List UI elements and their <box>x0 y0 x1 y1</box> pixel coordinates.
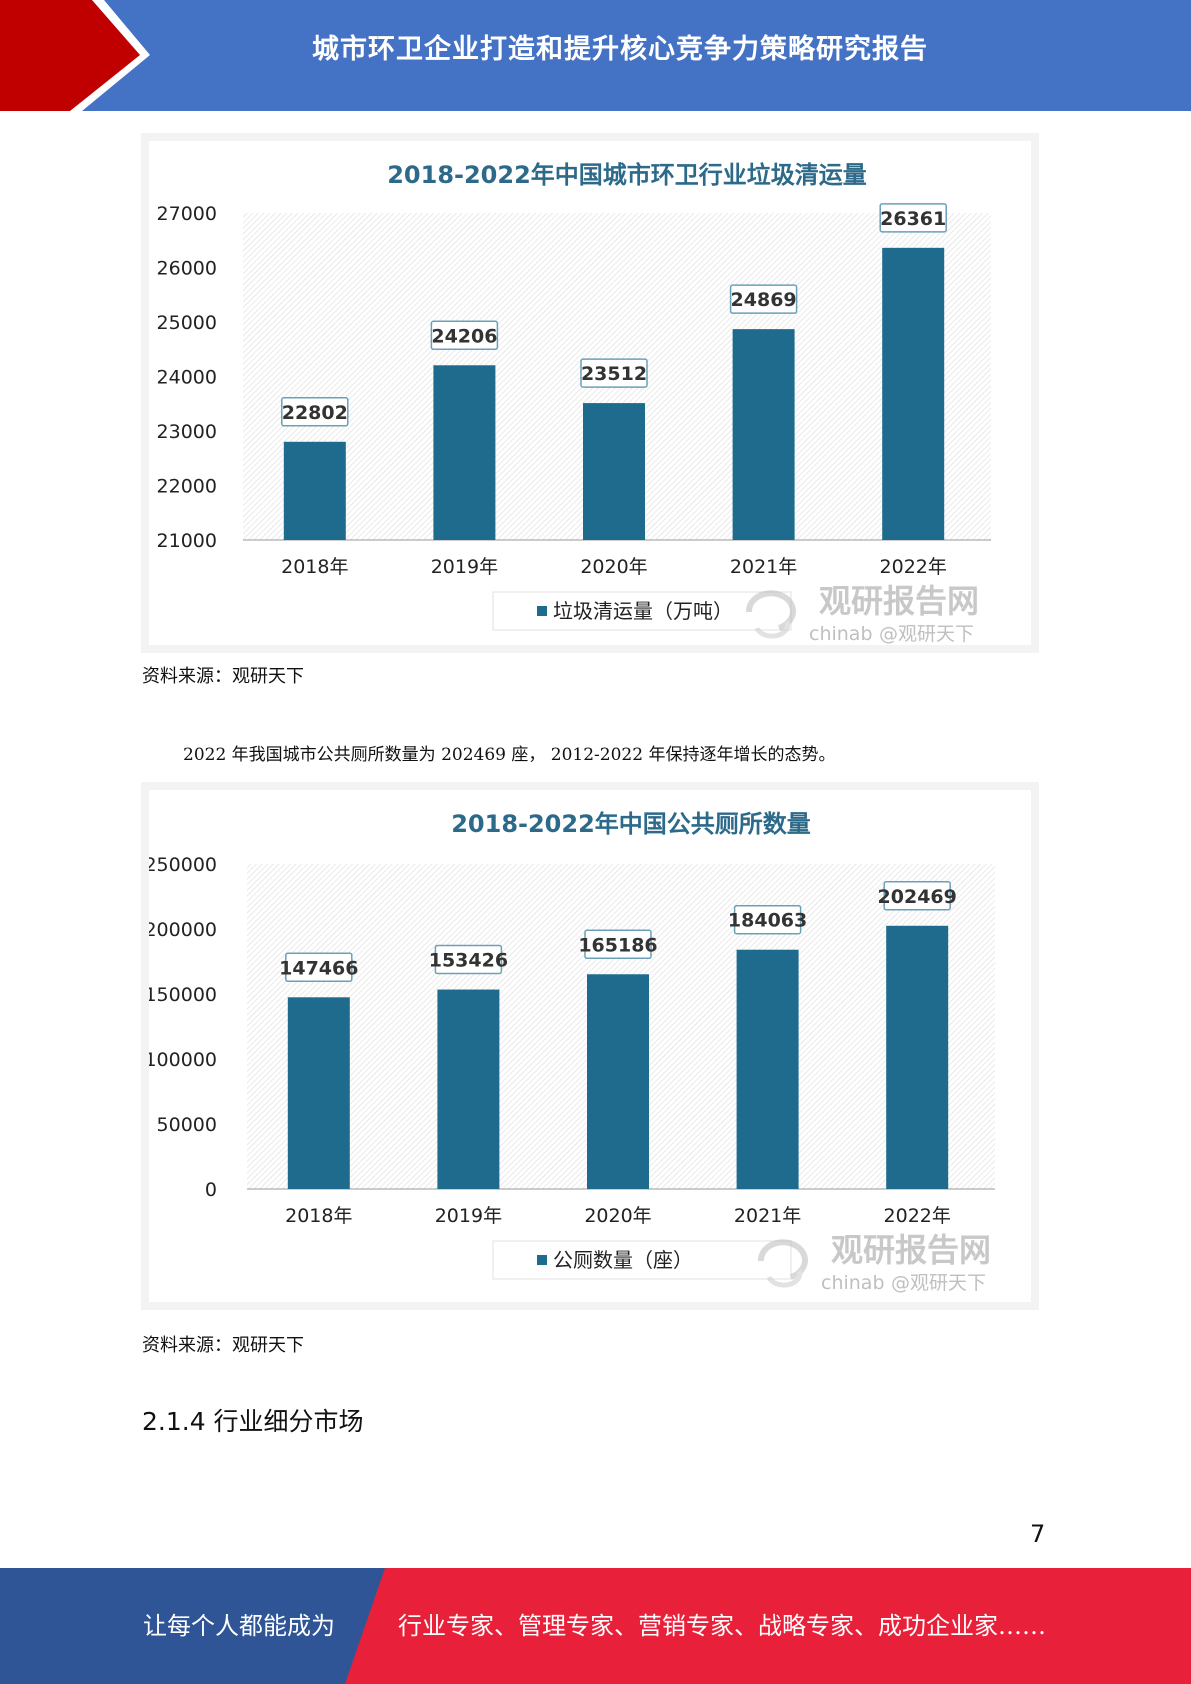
data-label-box <box>281 397 349 427</box>
bar <box>882 247 945 540</box>
page-header: 城市环卫企业打造和提升核心竞争力策略研究报告 <box>0 0 1191 111</box>
y-tick-label: 25000 <box>157 312 217 334</box>
page-footer: 让每个人都能成为 行业专家、管理专家、营销专家、战略专家、成功企业家…… <box>0 1568 1191 1684</box>
y-tick-label: 50000 <box>157 1114 217 1136</box>
data-label-box <box>733 904 802 935</box>
data-label-box <box>285 952 353 983</box>
data-label: 184063 <box>728 910 807 932</box>
bar <box>433 365 496 540</box>
watermark-swirl-icon <box>754 621 791 639</box>
bar <box>437 989 500 1189</box>
chart-garbage-volume: 2018-2022年中国城市环卫行业垃圾清运量 27000 26000 25000 24… <box>141 133 1039 653</box>
chart-title: 2018-2022年中国城市环卫行业垃圾清运量 <box>387 161 867 189</box>
y-tick-label: 26000 <box>157 258 217 280</box>
x-tick-label: 2018年 <box>285 1205 352 1227</box>
x-tick-label: 2022年 <box>880 556 947 578</box>
data-label: 202469 <box>878 886 957 908</box>
y-tick-label: 150000 <box>149 984 217 1006</box>
footer-background <box>0 1568 1191 1684</box>
data-label-box <box>879 203 947 233</box>
bar <box>283 441 346 540</box>
x-tick-label: 2021年 <box>734 1205 801 1227</box>
source-note: 资料来源：观研天下 <box>142 1335 304 1356</box>
data-label-box <box>883 881 951 911</box>
watermark-handle: @观研天下 <box>891 1272 986 1294</box>
x-tick-label: 2019年 <box>431 556 498 578</box>
chart-public-toilets-svg: 2018-2022年中国公共厕所数量 250000 200000 150000 1000… <box>149 810 995 1294</box>
x-tick-label: 2018年 <box>281 556 348 578</box>
data-label: 26361 <box>880 208 946 230</box>
data-label-box <box>430 320 499 351</box>
bar <box>287 997 350 1189</box>
y-tick-label: 27000 <box>157 203 217 225</box>
y-tick-label: 24000 <box>157 367 217 389</box>
watermark-text: 观研报告网 <box>819 582 979 620</box>
section-heading: 2.1.4 行业细分市场 <box>142 1407 364 1436</box>
watermark-swirl-icon <box>766 1270 803 1288</box>
data-label: 23512 <box>581 363 647 385</box>
footer-slogan-left: 让每个人都能成为 <box>143 1612 335 1640</box>
x-tick-label: 2022年 <box>884 1205 951 1227</box>
chart-garbage-volume-svg: 2018-2022年中国城市环卫行业垃圾清运量 27000 26000 25000 24… <box>157 161 991 645</box>
x-tick-label: 2021年 <box>730 556 797 578</box>
bar <box>732 329 795 540</box>
data-label-box <box>584 929 652 960</box>
watermark-handle: @观研天下 <box>879 623 974 645</box>
body-paragraph: 2022 年我国城市公共厕所数量为 202469 座， 2012-2022 年保… <box>183 745 836 765</box>
data-label: 22802 <box>282 402 348 424</box>
data-label: 153426 <box>429 950 508 972</box>
bar <box>587 974 649 1189</box>
watermark-site: chinab <box>821 1272 885 1294</box>
bar <box>886 925 949 1189</box>
legend-label: 公厕数量（座） <box>553 1248 693 1272</box>
bar <box>583 403 645 540</box>
data-label: 24206 <box>431 325 497 347</box>
y-tick-label: 22000 <box>157 476 217 498</box>
data-label-box <box>434 944 503 975</box>
y-tick-label: 200000 <box>149 919 217 941</box>
watermark-logo: 观研报告网 chinab @观研天下 <box>757 1231 991 1294</box>
data-label-box <box>580 358 648 388</box>
y-tick-label: 100000 <box>149 1049 217 1071</box>
watermark-site: chinab <box>809 623 873 645</box>
legend-swatch <box>537 606 547 616</box>
report-title: 城市环卫企业打造和提升核心竞争力策略研究报告 <box>312 34 928 65</box>
data-label: 24869 <box>731 289 797 311</box>
y-tick-label: 23000 <box>157 421 217 443</box>
source-note: 资料来源：观研天下 <box>142 666 304 687</box>
chart-title: 2018-2022年中国公共厕所数量 <box>451 810 811 838</box>
header-arrow-decoration <box>0 0 150 111</box>
x-tick-label: 2020年 <box>580 556 647 578</box>
legend-swatch <box>537 1255 547 1265</box>
y-tick-label: 21000 <box>157 530 217 552</box>
y-tick-label: 250000 <box>149 854 217 876</box>
chart-public-toilets: 2018-2022年中国公共厕所数量 250000 200000 150000 1000… <box>141 782 1039 1310</box>
watermark-text: 观研报告网 <box>831 1231 991 1269</box>
x-tick-label: 2019年 <box>435 1205 502 1227</box>
data-label-box <box>729 284 798 314</box>
y-tick-label: 0 <box>205 1179 217 1201</box>
footer-slogan-right: 行业专家、管理专家、营销专家、战略专家、成功企业家…… <box>398 1612 1046 1640</box>
page-number: 7 <box>1030 1520 1046 1548</box>
x-tick-label: 2020年 <box>584 1205 651 1227</box>
data-label: 165186 <box>578 934 657 956</box>
data-label: 147466 <box>279 957 358 979</box>
watermark-logo: 观研报告网 chinab @观研天下 <box>745 582 979 645</box>
bar <box>736 949 799 1189</box>
legend-label: 垃圾清运量（万吨） <box>553 599 733 623</box>
